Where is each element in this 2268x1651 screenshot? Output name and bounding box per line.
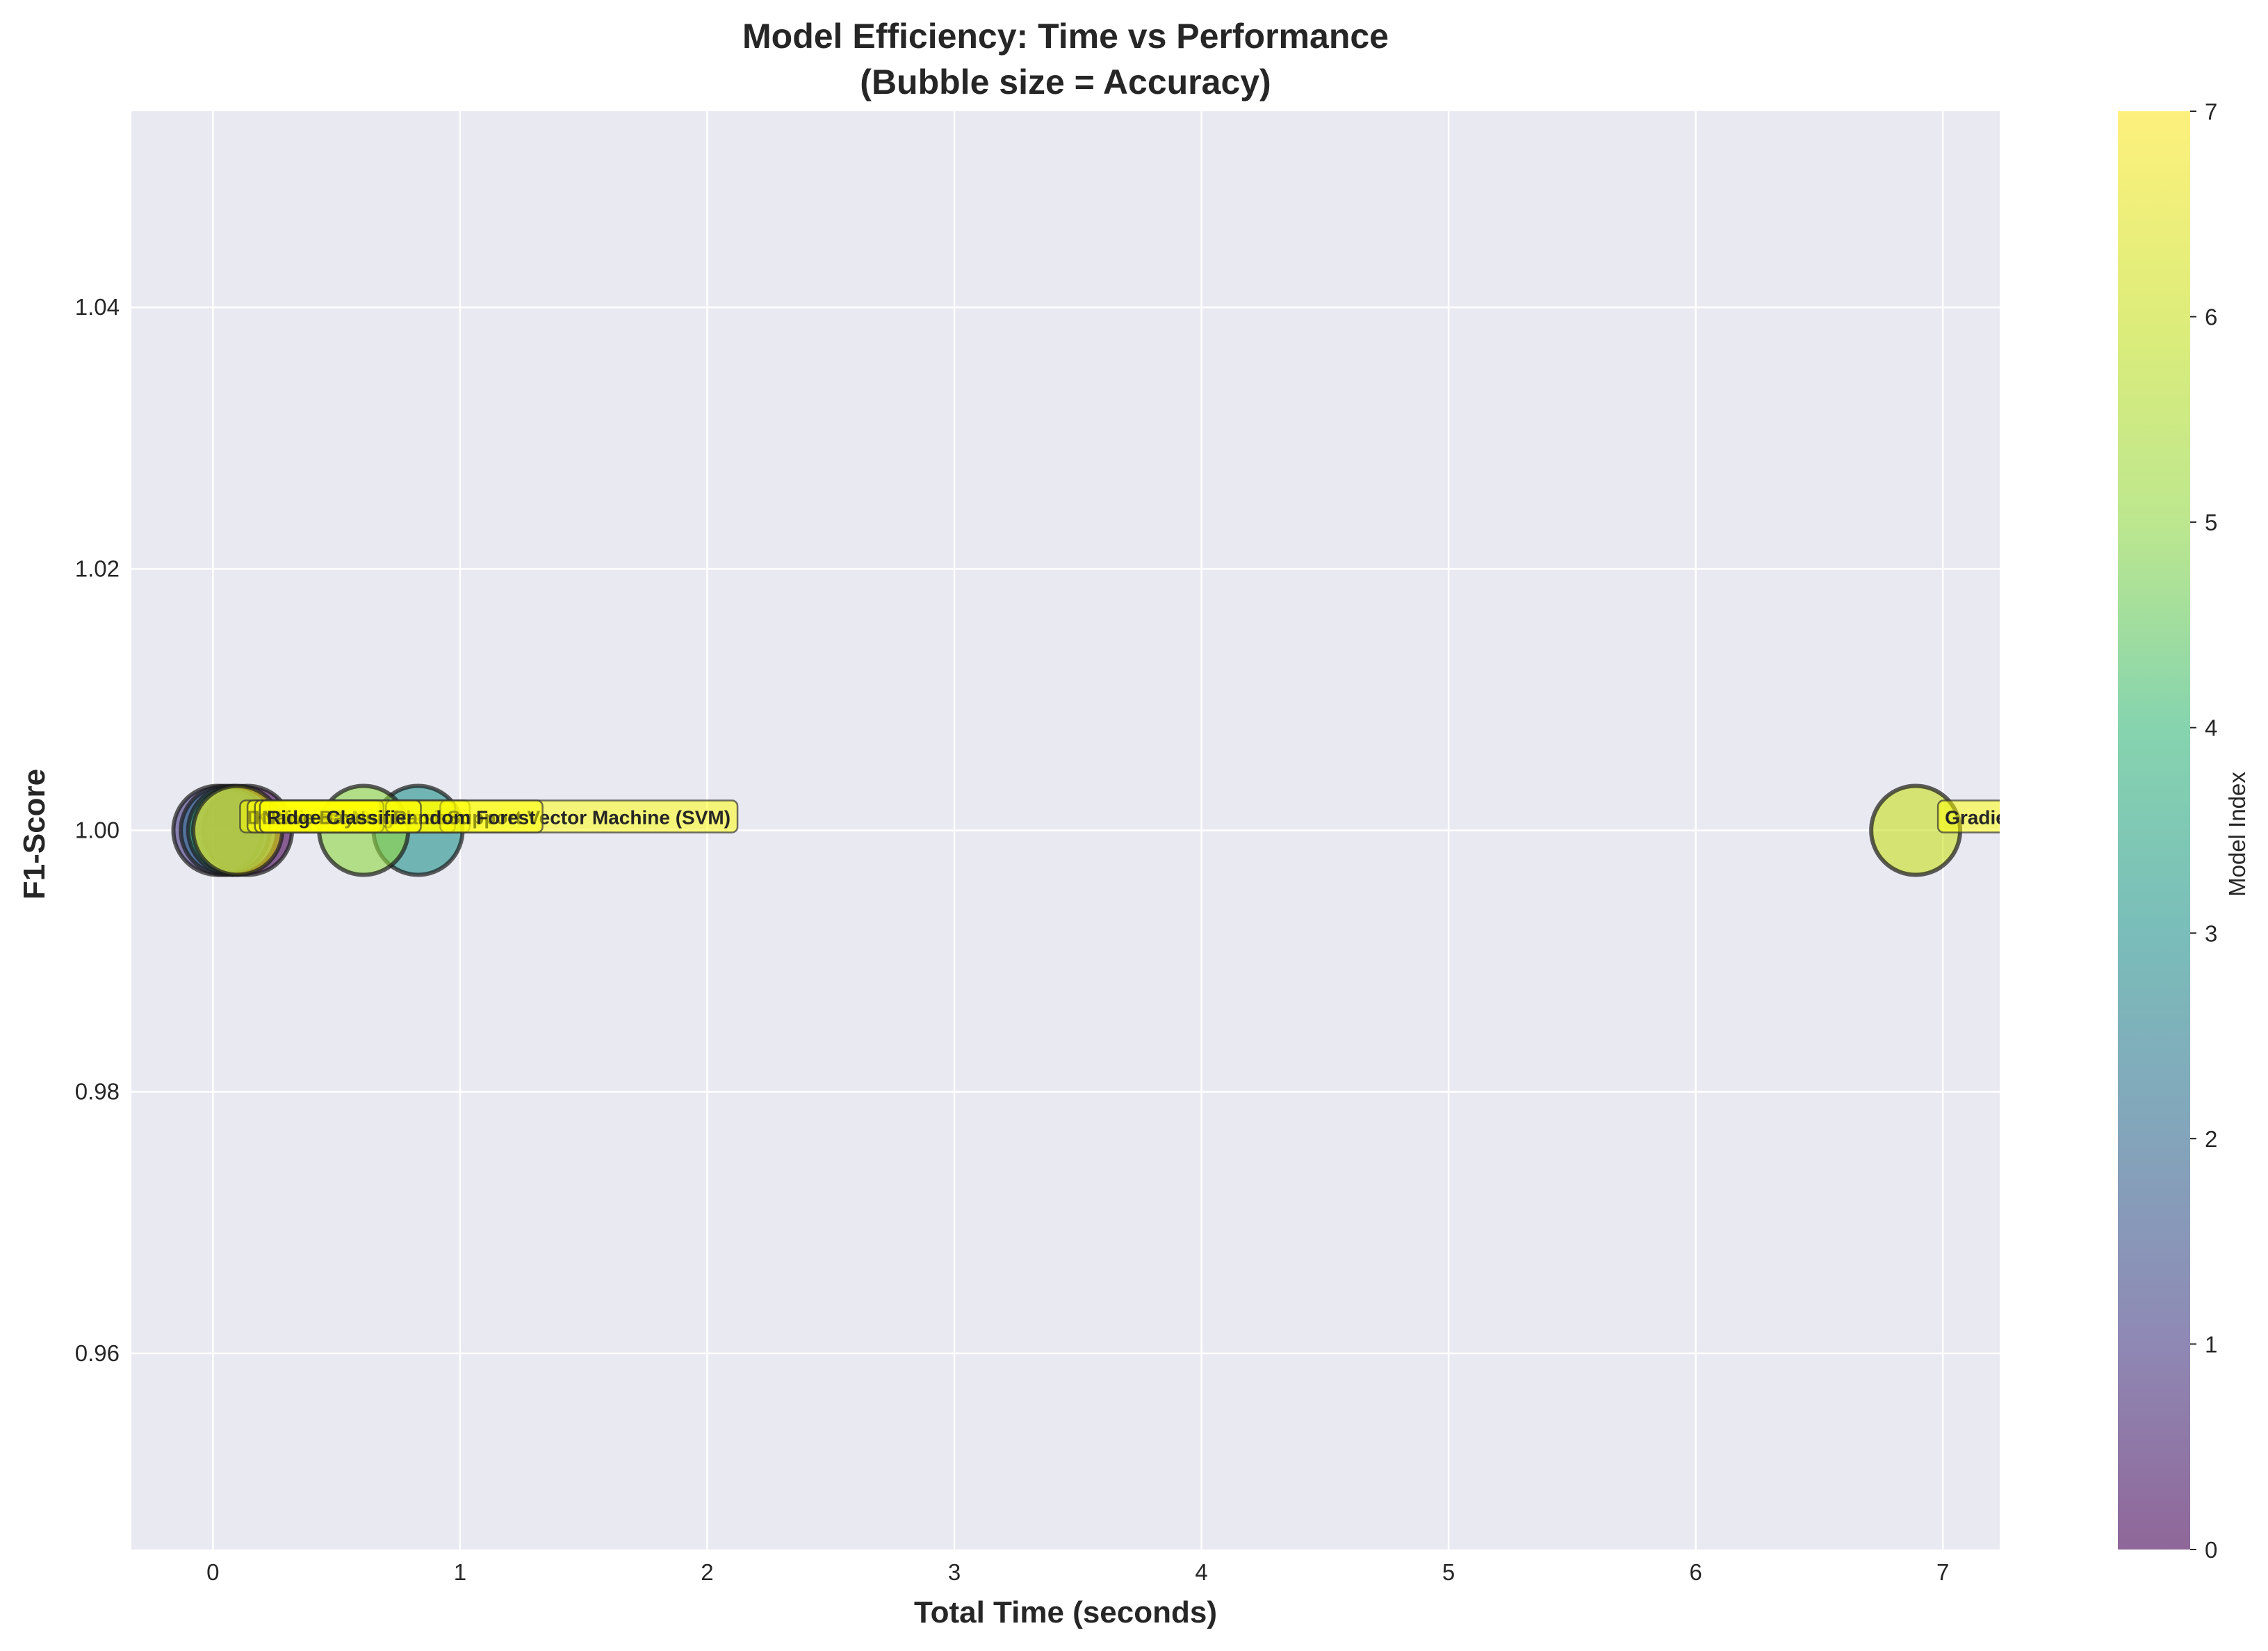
colorbar-tick-label: 5 bbox=[2205, 510, 2217, 535]
colorbar-ticks: 0 1 2 3 4 5 6 7 bbox=[2190, 99, 2217, 1563]
colorbar-gradient bbox=[2118, 111, 2190, 1550]
x-tick-label: 7 bbox=[1936, 1559, 1949, 1585]
y-tick-label: 0.98 bbox=[75, 1079, 120, 1105]
point-annotation: Ridge Classifier bbox=[259, 799, 422, 833]
y-tick-label: 0.96 bbox=[75, 1340, 120, 1366]
point-label-box bbox=[1936, 799, 2000, 833]
point-label-box bbox=[259, 799, 422, 833]
chart-title: Model Efficiency: Time vs Performance bbox=[742, 17, 1389, 56]
x-tick-label: 3 bbox=[948, 1559, 961, 1585]
colorbar-tick-label: 7 bbox=[2205, 99, 2217, 124]
point-label: Ridge Classifier bbox=[267, 807, 414, 829]
y-tick-label: 1.00 bbox=[75, 818, 120, 843]
x-tick-label: 4 bbox=[1195, 1559, 1207, 1585]
point-label: Gradient Boosting bbox=[1945, 807, 2114, 829]
y-axis-label: F1-Score bbox=[17, 769, 51, 900]
colorbar-tick-label: 0 bbox=[2205, 1537, 2217, 1563]
x-axis-ticks: 0 1 2 3 4 5 6 7 bbox=[206, 1559, 1949, 1585]
x-tick-label: 1 bbox=[454, 1559, 466, 1585]
x-tick-label: 6 bbox=[1689, 1559, 1702, 1585]
point-annotation: Gradient Boosting bbox=[1936, 799, 2114, 833]
colorbar-tick-label: 2 bbox=[2205, 1126, 2217, 1152]
colorbar-tick-label: 4 bbox=[2205, 715, 2217, 741]
chart-subtitle: (Bubble size = Accuracy) bbox=[860, 63, 1271, 101]
colorbar-tick-label: 3 bbox=[2205, 920, 2217, 946]
x-tick-label: 2 bbox=[701, 1559, 713, 1585]
x-axis-label: Total Time (seconds) bbox=[914, 1595, 1217, 1629]
y-tick-label: 1.02 bbox=[75, 555, 120, 581]
chart-title-group: Model Efficiency: Time vs Performance (B… bbox=[742, 17, 1389, 101]
annotation-layer: Logistic RegressionDecision TreeK-Neares… bbox=[239, 799, 2114, 833]
colorbar-tick-label: 1 bbox=[2205, 1331, 2217, 1357]
colorbar: 0 1 2 3 4 5 6 7 Model Index bbox=[2118, 99, 2250, 1563]
y-tick-label: 1.04 bbox=[75, 294, 120, 320]
y-axis-ticks: 0.96 0.98 1.00 1.02 1.04 bbox=[75, 294, 120, 1366]
colorbar-label: Model Index bbox=[2224, 772, 2250, 897]
colorbar-tick-label: 6 bbox=[2205, 304, 2217, 330]
x-tick-label: 0 bbox=[206, 1559, 219, 1585]
x-tick-label: 5 bbox=[1442, 1559, 1455, 1585]
